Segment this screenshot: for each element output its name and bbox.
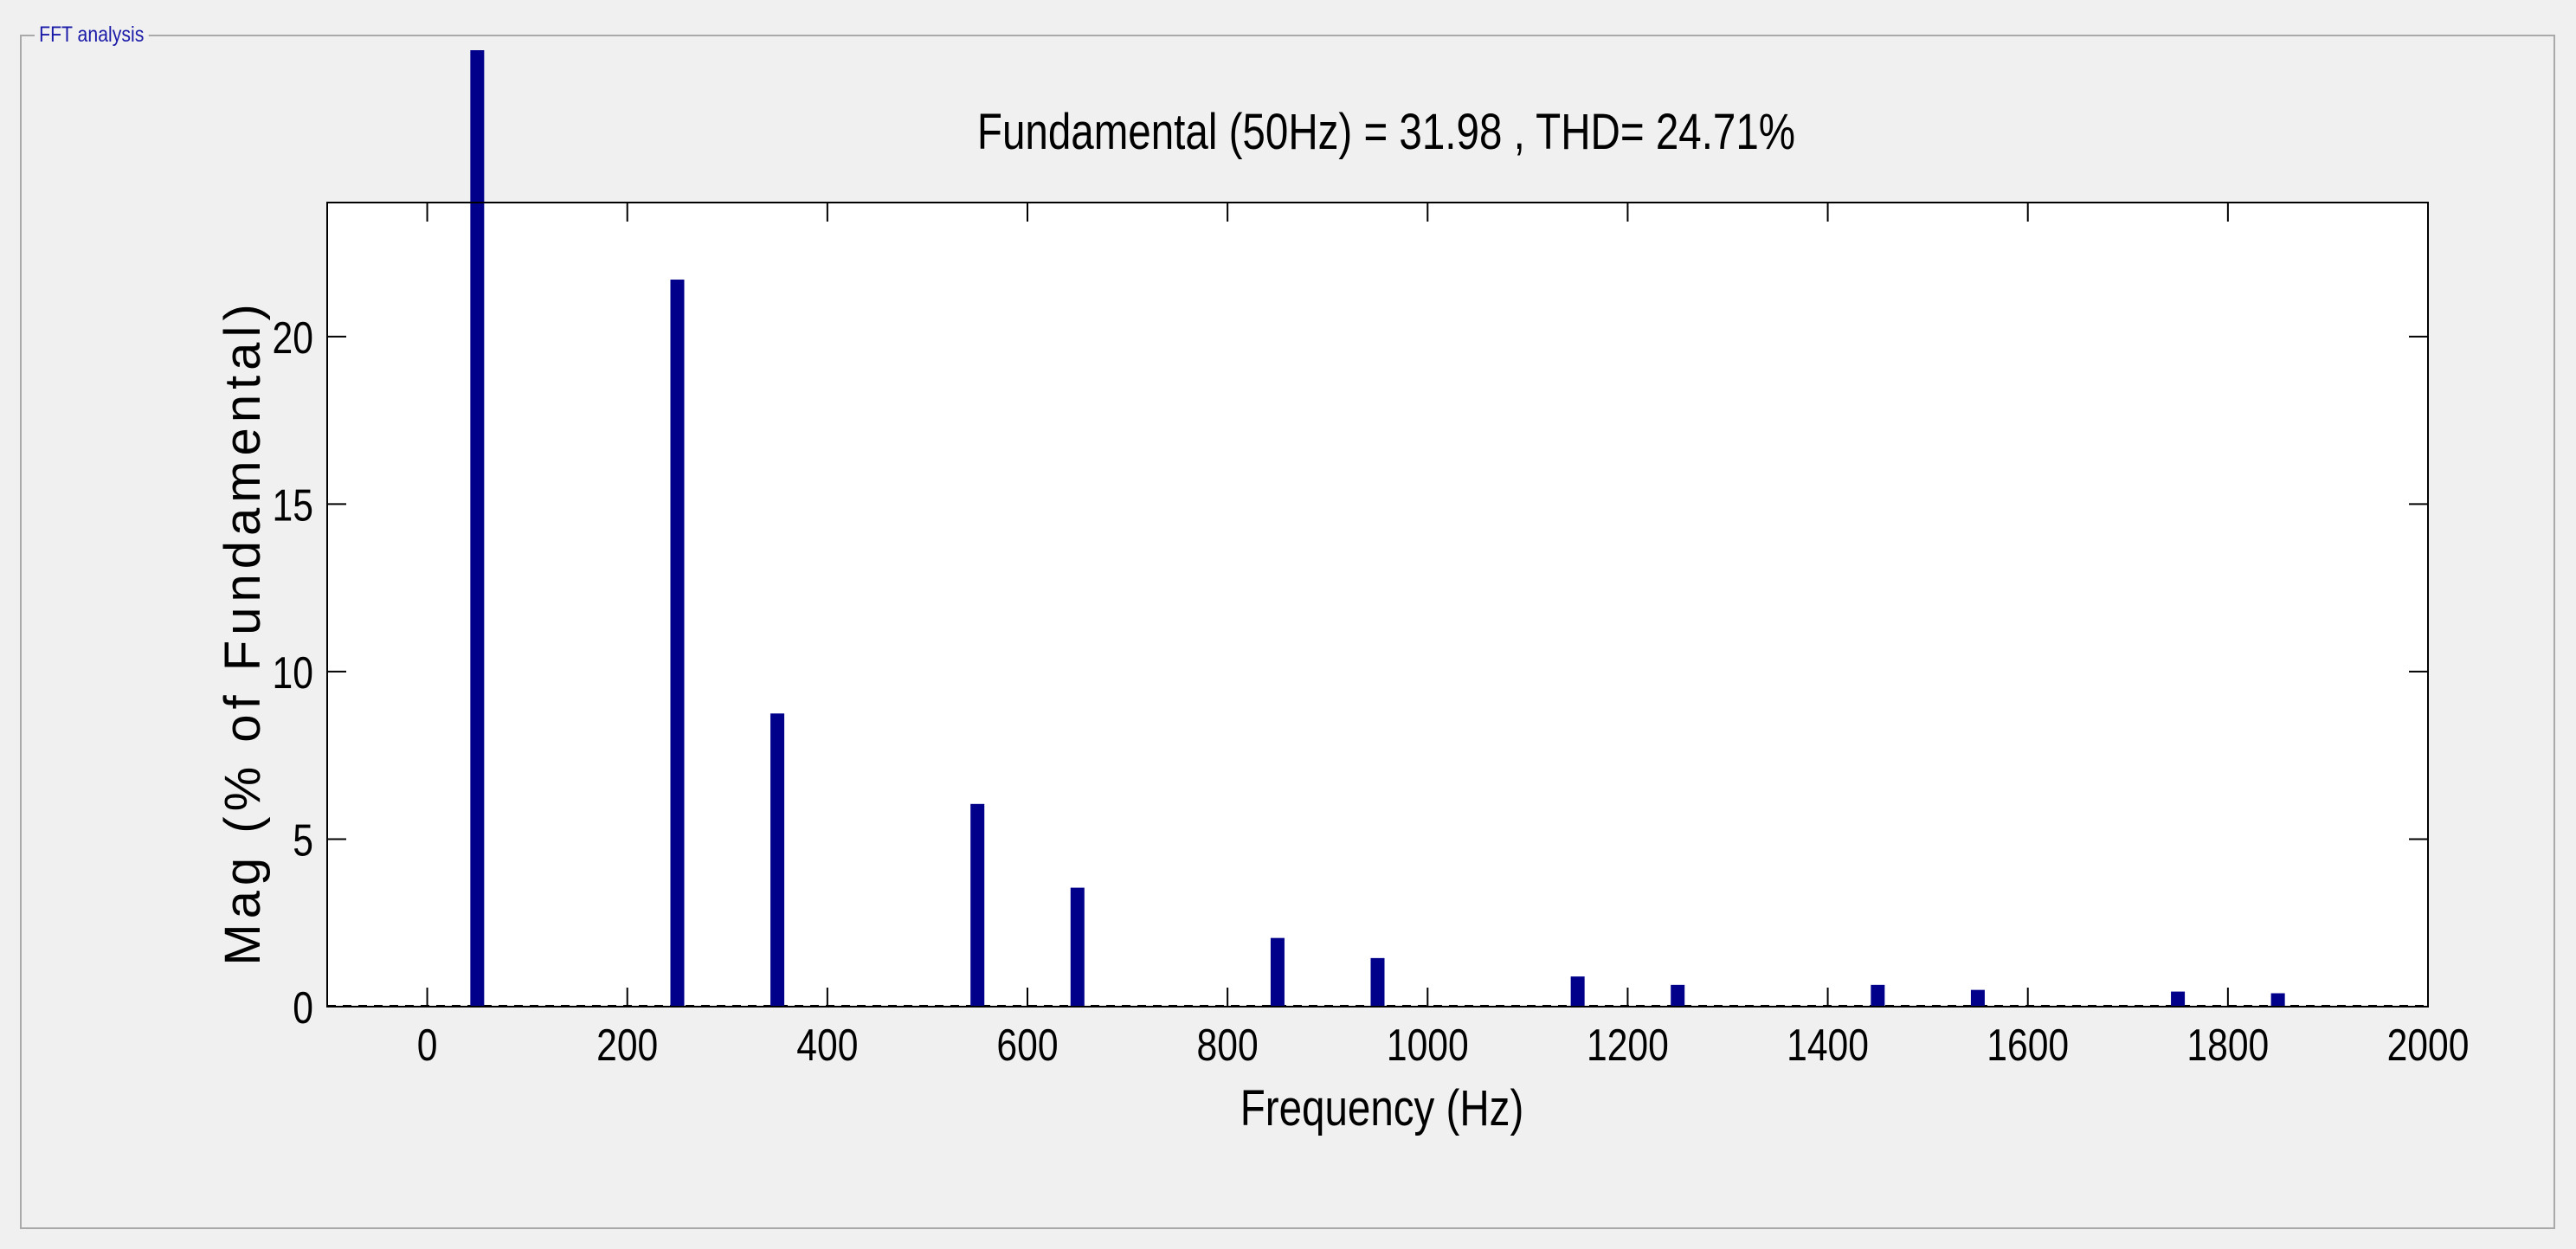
x-tick-label: 400 bbox=[796, 1020, 858, 1071]
x-tick-label: 1200 bbox=[1587, 1020, 1669, 1071]
bar-1450hz bbox=[1871, 984, 1885, 1007]
chart-title: Fundamental (50Hz) = 31.98 , THD= 24.71% bbox=[977, 105, 1795, 161]
bar-50hz bbox=[470, 50, 485, 1007]
plot-area bbox=[327, 203, 2428, 1007]
y-tick-label: 5 bbox=[293, 816, 313, 866]
bar-1550hz bbox=[1970, 989, 1985, 1007]
plot-frame bbox=[326, 202, 2429, 1008]
x-tick-label: 2000 bbox=[2387, 1020, 2470, 1071]
ticks-layer: 0 200 400 600 800 1000 1200 1400 1600 1800 2000 0 5 1… bbox=[273, 203, 2470, 1071]
bar-850hz bbox=[1270, 937, 1285, 1007]
bar-950hz bbox=[1370, 957, 1385, 1007]
x-tick-label: 600 bbox=[996, 1020, 1058, 1071]
bar-1250hz bbox=[1671, 984, 1685, 1007]
x-tick-label: 1000 bbox=[1387, 1020, 1469, 1071]
y-tick-label: 10 bbox=[273, 648, 313, 699]
bar-350hz bbox=[770, 713, 785, 1007]
x-tick-label: 800 bbox=[1197, 1020, 1259, 1071]
y-tick-label: 15 bbox=[273, 480, 313, 531]
x-axis-label: Frequency (Hz) bbox=[1240, 1081, 1524, 1137]
bar-1150hz bbox=[1570, 976, 1585, 1007]
fft-analysis-panel bbox=[20, 35, 2555, 1229]
x-tick-label: 1800 bbox=[2186, 1020, 2269, 1071]
x-tick-label: 200 bbox=[596, 1020, 658, 1071]
x-tick-label: 1600 bbox=[1987, 1020, 2069, 1071]
bar-1750hz bbox=[2171, 991, 2186, 1007]
bar-650hz bbox=[1070, 887, 1085, 1007]
x-tick-label: 0 bbox=[417, 1020, 438, 1071]
x-tick-label: 1400 bbox=[1787, 1020, 1869, 1071]
y-tick-label: 20 bbox=[273, 313, 313, 364]
bar-250hz bbox=[670, 280, 685, 1007]
bars-layer bbox=[470, 50, 2285, 1007]
bar-1850hz bbox=[2270, 993, 2285, 1007]
y-axis-label: Mag (% of Fundamental) bbox=[215, 299, 271, 965]
bar-550hz bbox=[970, 803, 985, 1007]
panel-title: FFT analysis bbox=[35, 19, 149, 50]
y-tick-label: 0 bbox=[293, 983, 313, 1033]
